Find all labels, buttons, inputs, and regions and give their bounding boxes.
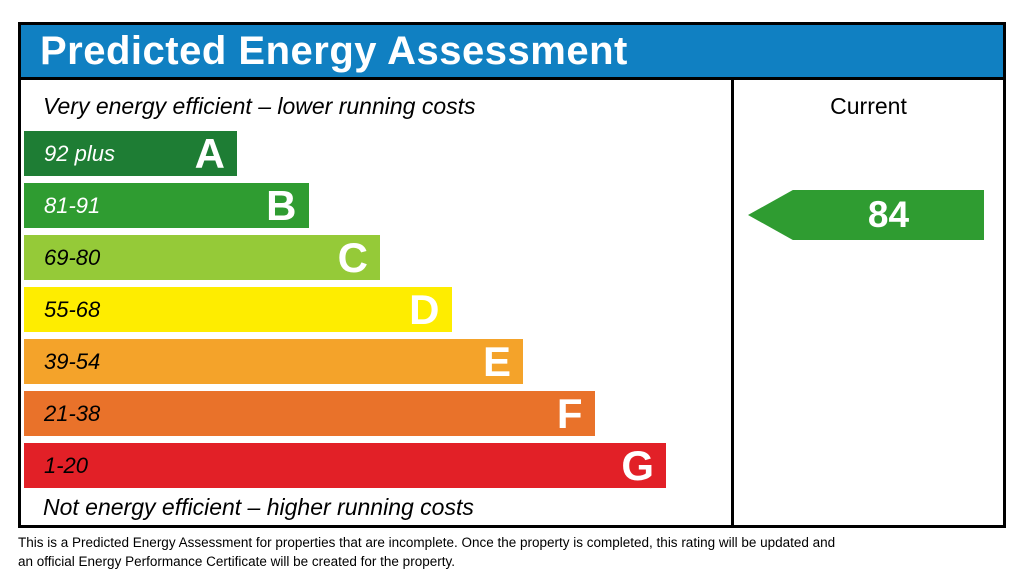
band-bar-g: 1-20 G	[24, 443, 666, 488]
chart-content: Very energy efficient – lower running co…	[21, 80, 1003, 525]
band-bar-a: 92 plus A	[24, 131, 237, 176]
band-range-label: 21-38	[44, 400, 101, 426]
band-bar-d: 55-68 D	[24, 287, 452, 332]
band-letter: F	[556, 390, 583, 437]
band-row-g: 1-20 G	[24, 443, 666, 488]
rating-scale-panel: Very energy efficient – lower running co…	[21, 80, 731, 525]
current-rating-arrow: 84	[748, 190, 984, 240]
band-letter: B	[266, 182, 297, 229]
band-range-label: 55-68	[44, 296, 101, 322]
band-row-f: 21-38 F	[24, 391, 666, 436]
band-bar-b: 81-91 B	[24, 183, 309, 228]
band-letter: G	[621, 442, 654, 489]
band-row-a: 92 plus A	[24, 131, 666, 176]
footnote: This is a Predicted Energy Assessment fo…	[18, 535, 836, 569]
header-bar: Predicted Energy Assessment	[21, 25, 1003, 80]
assessment-box: Predicted Energy Assessment Very energy …	[18, 22, 1006, 528]
column-divider	[731, 80, 734, 525]
band-row-b: 81-91 B	[24, 183, 666, 228]
band-bar-f: 21-38 F	[24, 391, 595, 436]
band-range-label: 81-91	[44, 192, 101, 218]
band-range-label: 39-54	[44, 348, 101, 374]
current-rating-value: 84	[867, 194, 910, 235]
top-note: Very energy efficient – lower running co…	[43, 93, 476, 119]
band-range-label: 69-80	[44, 244, 101, 270]
band-letter: C	[337, 234, 368, 281]
band-row-d: 55-68 D	[24, 287, 666, 332]
page-title: Predicted Energy Assessment	[40, 28, 628, 73]
bottom-note: Not energy efficient – higher running co…	[43, 494, 474, 520]
band-bar-c: 69-80 C	[24, 235, 380, 280]
rating-bands: 92 plus A 81-91 B 69-80 C 55-68 D 39-54 E 21-38 F 1-…	[24, 131, 666, 495]
band-letter: A	[194, 130, 225, 177]
band-bar-e: 39-54 E	[24, 339, 523, 384]
band-row-e: 39-54 E	[24, 339, 666, 384]
current-rating-panel: Current 84	[734, 80, 1003, 525]
band-letter: E	[482, 338, 511, 385]
band-letter: D	[409, 286, 440, 333]
band-row-c: 69-80 C	[24, 235, 666, 280]
current-column-header: Current	[830, 93, 907, 119]
band-range-label: 92 plus	[44, 140, 115, 166]
band-range-label: 1-20	[44, 452, 89, 478]
